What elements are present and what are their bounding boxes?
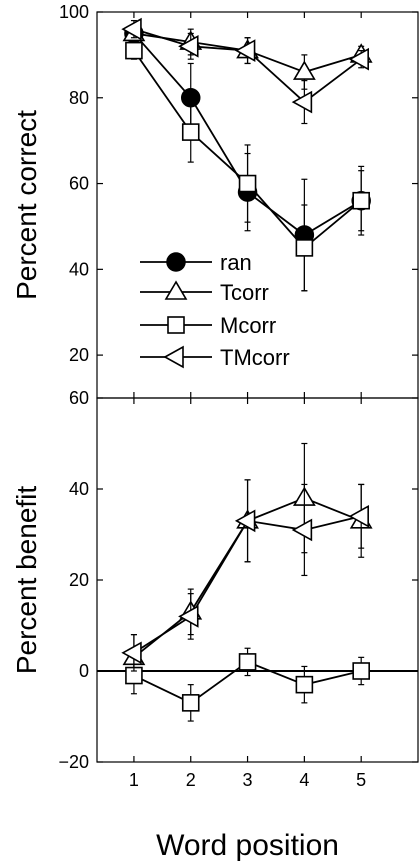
series-Mcorr bbox=[125, 647, 370, 722]
data-point bbox=[178, 605, 199, 628]
data-point bbox=[292, 60, 316, 80]
data-point bbox=[181, 123, 200, 141]
data-point bbox=[291, 90, 313, 114]
data-point bbox=[348, 47, 369, 71]
y-tick-label: −20 bbox=[58, 752, 89, 772]
legend-label: ran bbox=[220, 250, 252, 275]
top-panel-percent-correct: 20 40 60 80 100 Percent correct ran Tcorr Mcorr T… bbox=[11, 2, 419, 399]
y-tick-label: 40 bbox=[69, 479, 89, 499]
series-Mcorr bbox=[125, 41, 370, 292]
y-axis-label: Percent correct bbox=[11, 110, 42, 300]
x-tick-label: 3 bbox=[243, 770, 253, 790]
legend-marker bbox=[164, 280, 188, 300]
x-tick-label: 4 bbox=[299, 770, 309, 790]
y-tick-label: 0 bbox=[79, 661, 89, 681]
data-point bbox=[291, 518, 313, 542]
data-point bbox=[178, 34, 199, 58]
x-axis-label: Word position bbox=[156, 829, 339, 862]
y-tick-label: 100 bbox=[59, 2, 89, 22]
x-tick-label: 5 bbox=[356, 770, 366, 790]
series-TMcorr bbox=[121, 479, 369, 672]
legend-marker bbox=[166, 252, 186, 272]
series-TMcorr bbox=[121, 17, 369, 125]
data-point bbox=[295, 675, 314, 694]
y-tick-label: 40 bbox=[69, 259, 89, 279]
legend-label: TMcorr bbox=[220, 345, 290, 370]
y-axis-label: Percent benefit bbox=[11, 486, 42, 675]
data-point bbox=[295, 239, 314, 257]
data-point bbox=[238, 653, 257, 671]
data-point bbox=[121, 17, 142, 41]
legend: ran Tcorr Mcorr TMcorr bbox=[140, 250, 290, 370]
y-tick-label: 80 bbox=[69, 88, 89, 108]
data-point bbox=[181, 694, 200, 712]
y-tick-label: 20 bbox=[69, 345, 89, 365]
plot-frame bbox=[96, 397, 419, 763]
x-tick-label: 1 bbox=[129, 770, 139, 790]
data-point bbox=[348, 504, 369, 528]
data-point bbox=[234, 39, 256, 62]
data-point bbox=[125, 41, 143, 60]
bottom-panel-percent-benefit: −20 0 20 40 60 1 2 3 4 5 Percent benefit Word posit… bbox=[11, 388, 419, 862]
data-point bbox=[352, 662, 370, 680]
y-tick-label: 20 bbox=[69, 570, 89, 590]
legend-label: Mcorr bbox=[220, 313, 276, 338]
legend-marker bbox=[163, 345, 184, 369]
legend-marker bbox=[167, 316, 185, 334]
data-point bbox=[234, 509, 256, 533]
data-point bbox=[352, 191, 370, 210]
y-tick-label: 60 bbox=[69, 388, 89, 408]
legend-label: Tcorr bbox=[220, 280, 269, 305]
y-tick-label: 60 bbox=[69, 174, 89, 194]
data-point bbox=[238, 174, 257, 193]
data-point bbox=[121, 641, 142, 665]
x-tick-label: 2 bbox=[186, 770, 196, 790]
